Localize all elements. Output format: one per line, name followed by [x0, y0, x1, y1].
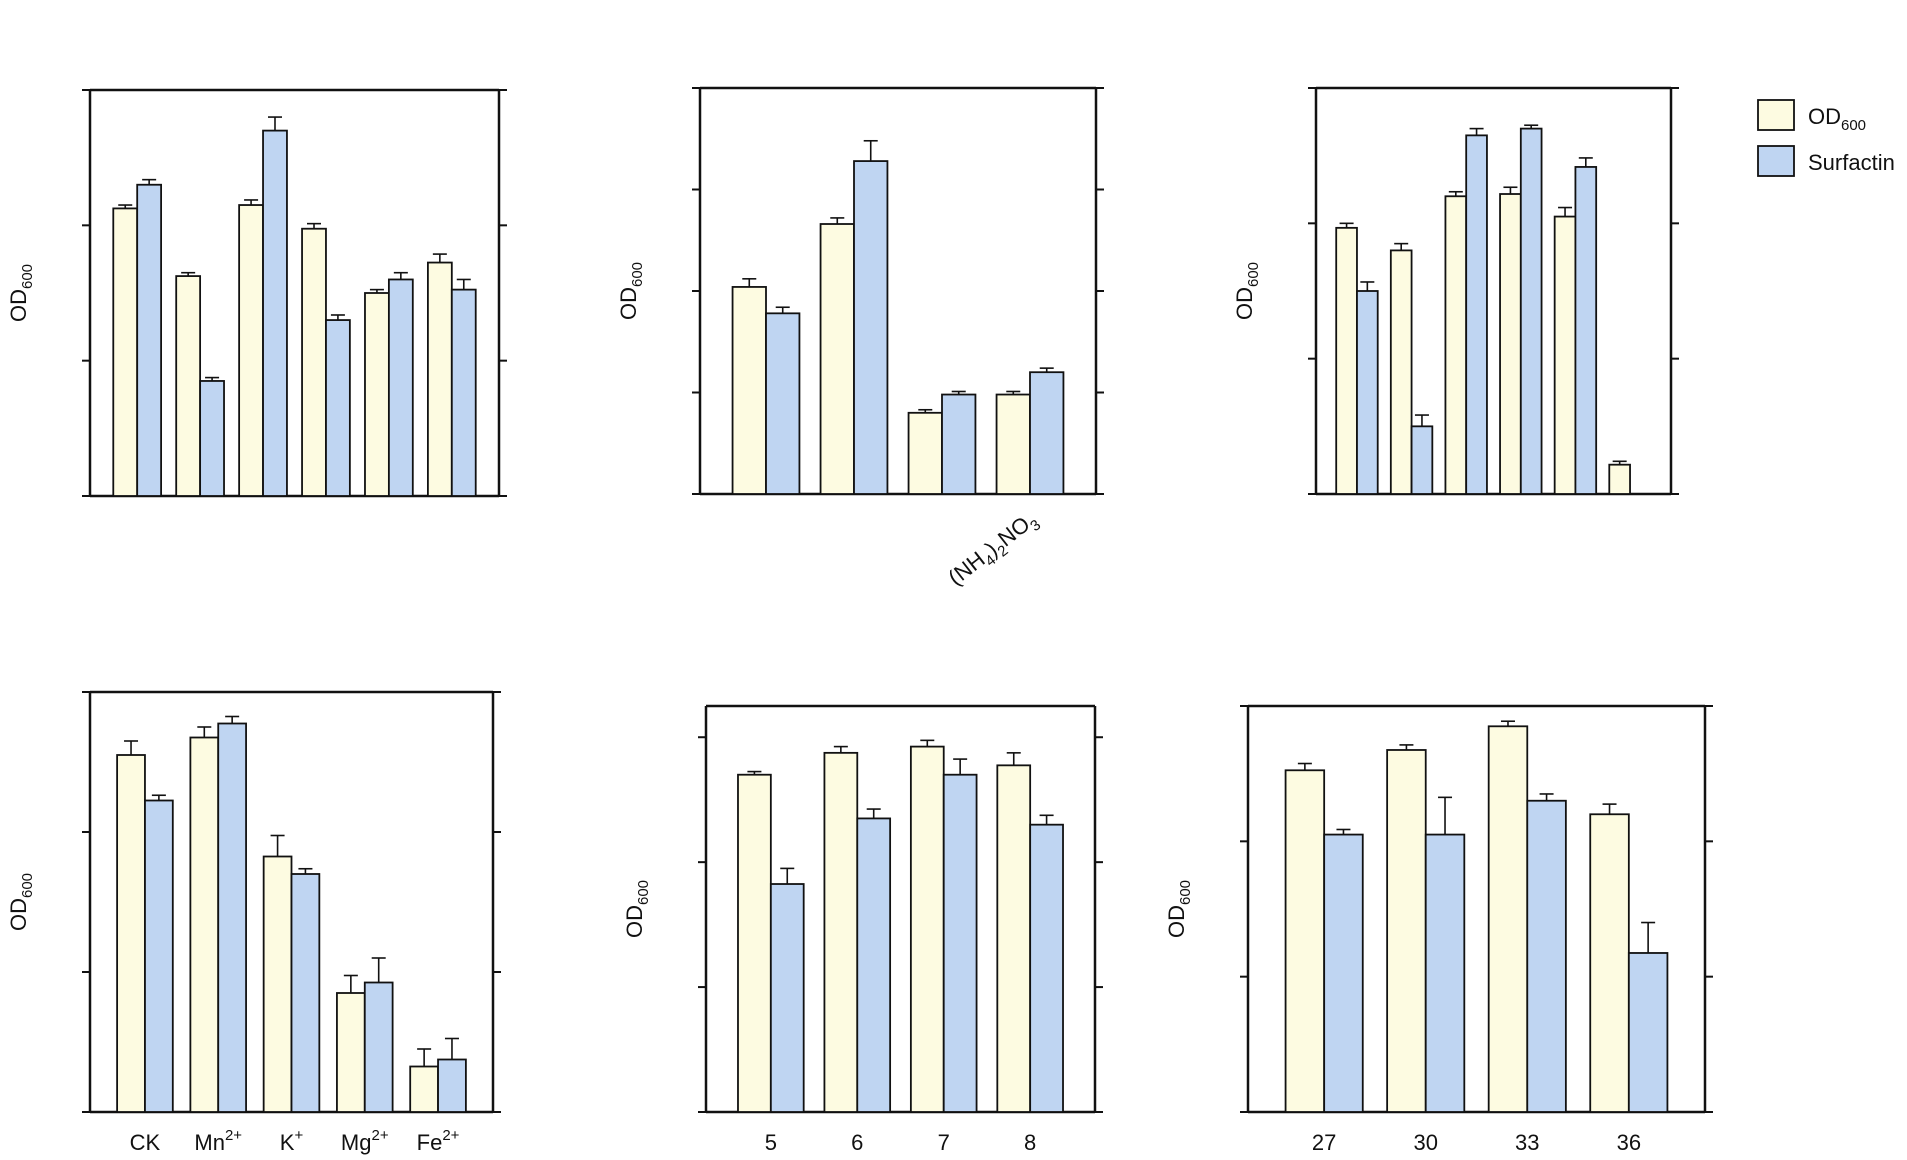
bar-od600	[1608, 463, 1631, 495]
y-axis-label-left: OD600	[616, 262, 646, 320]
bar-surfactin	[363, 981, 394, 1113]
bar-surfactin	[1356, 290, 1379, 495]
bar-od600	[1553, 215, 1577, 495]
bar-od600	[819, 223, 855, 495]
x-category-label: 30	[1413, 1130, 1437, 1155]
x-category-label: 7	[938, 1130, 950, 1155]
bar-surfactin	[1519, 127, 1543, 495]
x-category-label-formula: (NH4)2NO3	[943, 506, 1044, 594]
legend-swatch	[1757, 145, 1795, 177]
bar-od600	[426, 261, 453, 497]
bar-surfactin	[262, 129, 288, 497]
bar-surfactin	[1323, 833, 1364, 1113]
bar-surfactin	[450, 288, 477, 497]
bar-surfactin	[1465, 134, 1488, 495]
bar-od600	[737, 773, 772, 1113]
bar-surfactin	[1410, 425, 1434, 495]
panel-b: OD600 (NH4)2NO3	[616, 86, 1104, 594]
panel-c: OD600	[1232, 86, 1679, 496]
bar-od600	[175, 275, 202, 497]
bar-surfactin	[856, 817, 892, 1113]
bar-od600	[336, 992, 366, 1113]
bar-od600	[995, 393, 1031, 495]
bar-surfactin	[437, 1058, 467, 1113]
x-category-label: 5	[765, 1130, 777, 1155]
bar-surfactin	[769, 883, 805, 1113]
bar-surfactin	[1029, 823, 1064, 1113]
bar-od600	[1487, 725, 1529, 1113]
bar-od600	[409, 1065, 439, 1113]
legend-swatch	[1757, 99, 1795, 131]
x-category-label: 27	[1312, 1130, 1336, 1155]
panel-f: OD600 27 30 33 36	[1164, 704, 1713, 1155]
bar-surfactin	[941, 393, 977, 495]
bar-surfactin	[853, 160, 889, 495]
bar-surfactin	[325, 319, 351, 497]
bar-od600	[364, 292, 390, 497]
bar-surfactin	[1627, 952, 1669, 1113]
x-category-label: 8	[1024, 1130, 1036, 1155]
bar-od600	[731, 286, 767, 495]
bar-surfactin	[144, 799, 174, 1113]
bar-od600	[823, 751, 859, 1113]
y-axis-label-left: OD600	[622, 880, 652, 938]
bar-surfactin	[387, 278, 414, 497]
bar-od600	[1389, 249, 1413, 495]
y-axis-label-left: OD600	[1164, 880, 1194, 938]
bar-surfactin	[1526, 799, 1567, 1113]
bar-od600	[1386, 749, 1427, 1113]
bar-od600	[1335, 226, 1358, 495]
x-category-label: Mn2+	[194, 1127, 242, 1155]
panel-d: OD600 CK Mn2+ K+ Mg2+ Fe2+	[6, 690, 501, 1155]
panel-a: OD600	[6, 88, 507, 498]
x-category-label: 33	[1515, 1130, 1539, 1155]
x-category-label: K+	[280, 1127, 304, 1155]
bar-od600	[1444, 195, 1468, 495]
x-category-label: Fe2+	[417, 1127, 460, 1155]
bar-surfactin	[1574, 166, 1598, 495]
bar-od600	[112, 207, 139, 497]
x-category-label: 6	[851, 1130, 863, 1155]
bar-surfactin	[942, 773, 978, 1113]
bar-od600	[262, 855, 293, 1113]
x-category-label: CK	[130, 1130, 161, 1155]
panel-e: OD600 5 6 7 8	[622, 704, 1103, 1155]
y-axis-label-left: OD600	[1232, 262, 1262, 320]
bar-od600	[116, 754, 146, 1113]
bar-od600	[996, 764, 1032, 1113]
bar-od600	[1499, 193, 1522, 495]
bar-od600	[1589, 813, 1630, 1113]
bar-surfactin	[765, 312, 801, 495]
legend-label: Surfactin	[1808, 150, 1895, 175]
bar-od600	[1284, 769, 1326, 1113]
legend: OD600 Surfactin	[1757, 99, 1895, 177]
bar-surfactin	[199, 380, 225, 497]
bar-surfactin	[1424, 833, 1466, 1113]
bar-surfactin	[290, 873, 321, 1113]
bar-od600	[907, 411, 943, 495]
legend-label: OD600	[1808, 104, 1866, 134]
x-category-label: 36	[1617, 1130, 1641, 1155]
bar-od600	[909, 745, 945, 1113]
bar-od600	[238, 204, 264, 497]
bar-surfactin	[1029, 371, 1065, 495]
x-category-label: Mg2+	[341, 1127, 389, 1155]
y-axis-label-left: OD600	[6, 873, 36, 931]
y-axis-label-left: OD600	[6, 264, 36, 322]
bar-surfactin	[217, 722, 247, 1113]
bar-od600	[301, 227, 327, 497]
bar-surfactin	[136, 183, 163, 497]
bar-od600	[189, 736, 220, 1113]
